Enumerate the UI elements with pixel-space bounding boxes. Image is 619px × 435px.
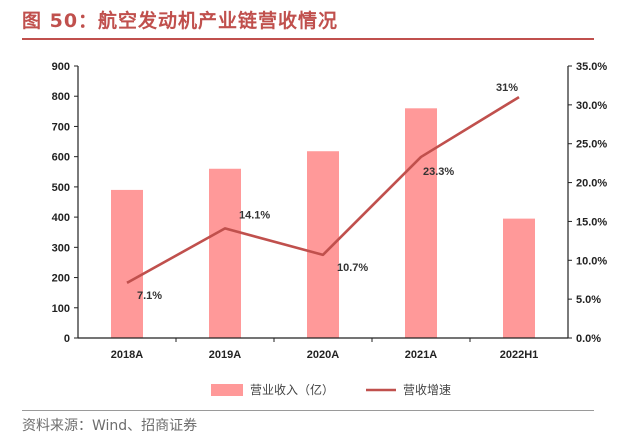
title-underline: [22, 38, 594, 40]
legend-growth-label: 营收增速: [403, 383, 451, 397]
growth-data-label: 23.3%: [423, 166, 454, 178]
right-tick-label: 0.0%: [576, 333, 601, 345]
left-tick-label: 400: [52, 212, 70, 224]
growth-data-label: 10.7%: [337, 262, 368, 274]
left-tick-label: 300: [52, 242, 70, 254]
right-tick-label: 25.0%: [576, 139, 607, 151]
revenue-bar-2021A: [405, 108, 437, 338]
x-tick-label: 2021A: [405, 349, 437, 361]
legend-revenue-swatch: [211, 384, 243, 396]
growth-data-label: 31%: [496, 82, 518, 94]
revenue-bar-2022H1: [503, 218, 535, 338]
right-tick-label: 30.0%: [576, 100, 607, 112]
growth-data-label: 7.1%: [137, 290, 162, 302]
left-tick-label: 200: [52, 273, 70, 285]
left-tick-label: 700: [52, 121, 70, 133]
x-tick-label: 2019A: [209, 349, 241, 361]
x-tick-label: 2022H1: [500, 349, 539, 361]
legend-revenue-label: 营业收入（亿）: [250, 382, 334, 397]
left-tick-label: 500: [52, 182, 70, 194]
left-tick-label: 600: [52, 152, 70, 164]
right-tick-label: 35.0%: [576, 61, 607, 73]
right-tick-label: 15.0%: [576, 216, 607, 228]
left-tick-label: 900: [52, 61, 70, 73]
x-tick-label: 2020A: [307, 349, 339, 361]
x-tick-label: 2018A: [111, 349, 143, 361]
revenue-bar-2019A: [209, 168, 241, 338]
right-tick-label: 5.0%: [576, 294, 601, 306]
growth-data-label: 14.1%: [239, 209, 270, 221]
source-note: 资料来源：Wind、招商证券: [22, 410, 594, 435]
chart-title: 图 50：航空发动机产业链营收情况: [22, 10, 339, 32]
left-tick-label: 0: [64, 333, 70, 345]
left-tick-label: 800: [52, 91, 70, 103]
left-tick-label: 100: [52, 303, 70, 315]
growth-line: [126, 95, 520, 284]
revenue-bar-2018A: [111, 189, 143, 338]
right-tick-label: 20.0%: [576, 178, 607, 190]
right-tick-label: 10.0%: [576, 255, 607, 267]
